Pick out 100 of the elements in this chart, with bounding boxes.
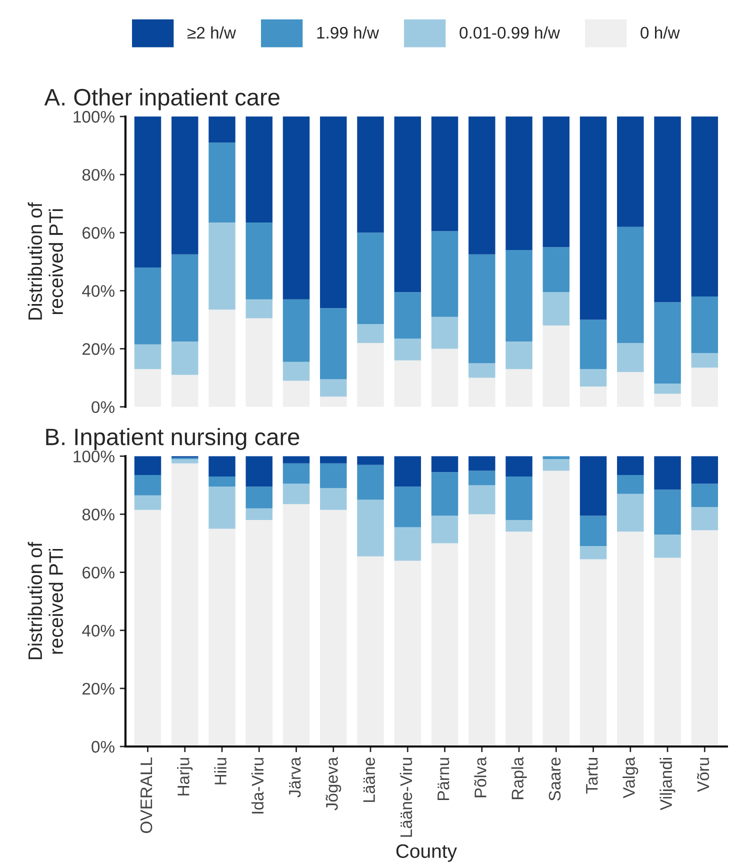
bar [320, 463, 347, 488]
bar [320, 308, 347, 380]
bar [468, 254, 496, 364]
bar [580, 456, 607, 516]
y-tick-label: 20% [82, 682, 114, 695]
bar [246, 456, 272, 487]
legend-label: 1.99 h/w [317, 26, 380, 39]
bar [282, 299, 310, 362]
bar [617, 532, 644, 746]
bar [208, 528, 236, 746]
bar [320, 456, 347, 464]
bar [134, 116, 162, 268]
y-tick-label: 0% [92, 401, 114, 414]
bar [617, 494, 644, 532]
bar [431, 472, 458, 516]
bar [617, 372, 644, 407]
bar [691, 506, 718, 530]
bar [208, 222, 236, 310]
bar [394, 486, 421, 528]
bar [691, 456, 718, 484]
bar [394, 338, 421, 360]
bar [246, 318, 272, 407]
bar [320, 488, 347, 510]
bar [134, 456, 162, 476]
bar [691, 116, 718, 296]
bar [617, 456, 644, 476]
bar [654, 490, 681, 535]
bar [282, 504, 310, 746]
bar [691, 296, 718, 354]
bar [394, 456, 421, 487]
x-tick-label: Järva [289, 756, 301, 798]
bar [246, 520, 272, 746]
y-tick-label: 100% [74, 450, 114, 462]
x-axis-title: County [396, 844, 457, 862]
bar [654, 558, 681, 746]
bar [654, 534, 681, 558]
bar [320, 116, 347, 308]
bar [617, 116, 644, 227]
bar [506, 520, 532, 532]
bar [134, 267, 162, 344]
bar [468, 363, 496, 378]
bar [542, 470, 570, 746]
bar [172, 254, 198, 342]
bar [506, 456, 532, 476]
bar [246, 116, 272, 222]
bar [208, 486, 236, 529]
bar [172, 463, 198, 746]
bar [654, 384, 681, 394]
bar [320, 379, 347, 397]
x-tick-label: Harju [177, 758, 193, 796]
bar [580, 320, 607, 370]
bar [506, 532, 532, 746]
bar [691, 353, 718, 368]
bar [357, 456, 384, 465]
bar [394, 527, 421, 561]
bar [468, 456, 496, 471]
bar [691, 368, 718, 407]
bar [172, 342, 198, 375]
bar [468, 514, 496, 746]
bar [357, 116, 384, 233]
bar [468, 485, 496, 514]
y-tick-label: 60% [82, 566, 114, 579]
bar [357, 464, 384, 500]
y-axis-title: Distribution of received PTi [28, 542, 64, 660]
bar [542, 326, 570, 407]
y-tick-label: 60% [82, 227, 114, 239]
bar [506, 369, 532, 407]
x-tick-label: Saare [548, 758, 561, 801]
bar [506, 116, 532, 250]
bar [208, 116, 236, 143]
bar [394, 360, 421, 407]
y-tick-label: 80% [82, 508, 114, 520]
bar [246, 222, 272, 300]
y-axis-title: Distribution of received PTi [28, 202, 64, 320]
bar [468, 378, 496, 407]
bar [208, 456, 236, 476]
bar [691, 530, 718, 746]
bar [431, 231, 458, 317]
bar [134, 495, 162, 510]
bar [654, 302, 681, 384]
bar [246, 508, 272, 520]
x-tick-label: Lääne-Viru [400, 758, 412, 837]
chart-title: B. Inpatient nursing care [46, 428, 300, 450]
bar [282, 362, 310, 381]
bar [246, 486, 272, 508]
bar [580, 386, 607, 407]
bar [617, 226, 644, 343]
bar [580, 369, 607, 386]
bar [506, 250, 532, 342]
bar [208, 310, 236, 407]
bar [172, 116, 198, 254]
bar [282, 456, 310, 464]
x-tick-label: Võru [697, 758, 710, 792]
bar [542, 116, 570, 248]
bar [580, 546, 607, 560]
bar [134, 475, 162, 496]
bar [580, 516, 607, 546]
x-tick-label: Ida-Viru [251, 758, 264, 814]
legend-label: ≥2 h/w [188, 26, 236, 39]
bar [394, 116, 421, 292]
